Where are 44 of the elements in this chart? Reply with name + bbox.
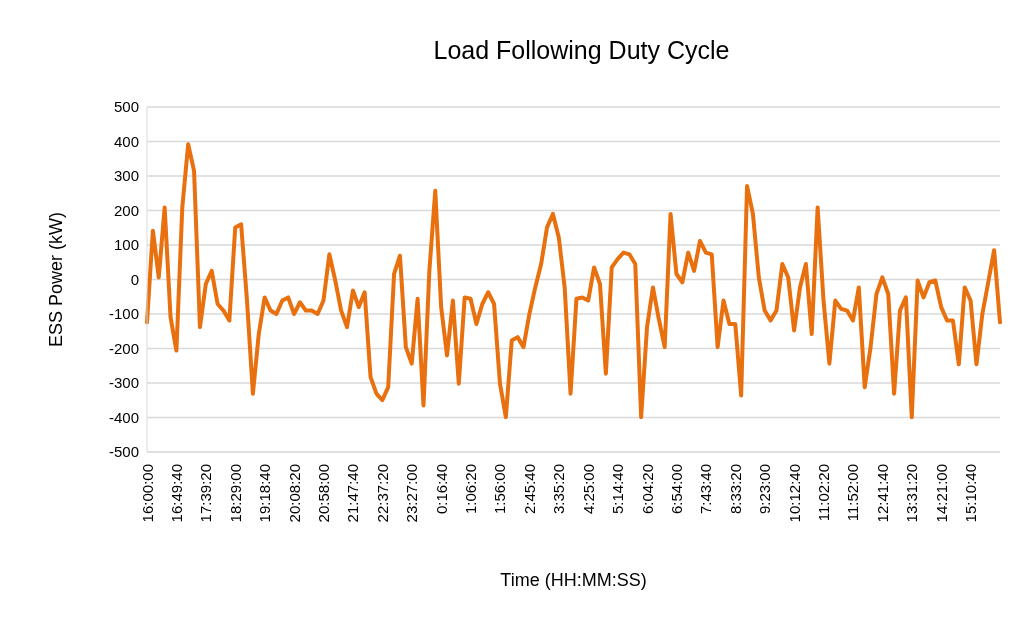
y-tick-label: -300 xyxy=(108,374,139,392)
x-tick-label: 7:43:40 xyxy=(697,464,715,515)
x-tick-label: 3:35:20 xyxy=(550,464,568,515)
x-tick-label: 16:49:40 xyxy=(167,464,185,523)
x-tick-label: 16:00:00 xyxy=(138,464,156,523)
y-tick-label: -500 xyxy=(108,443,139,461)
x-tick-label: 21:47:40 xyxy=(344,464,362,523)
x-tick-label: 20:08:20 xyxy=(285,464,303,523)
x-tick-label: 6:04:20 xyxy=(638,464,656,515)
x-tick-label: 15:10:40 xyxy=(962,464,980,523)
y-tick-label: 0 xyxy=(130,270,139,288)
x-tick-label: 1:56:00 xyxy=(491,464,509,515)
x-axis-title: Time (HH:MM:SS) xyxy=(500,570,647,590)
y-tick-label: 500 xyxy=(113,98,139,116)
y-tick-label: 300 xyxy=(113,167,139,185)
x-tick-label: 8:33:20 xyxy=(726,464,744,515)
x-tick-label: 11:52:00 xyxy=(844,464,862,522)
x-tick-label: 13:31:20 xyxy=(903,464,921,523)
y-tick-label: -400 xyxy=(108,408,139,426)
y-tick-label: 400 xyxy=(113,132,139,150)
x-tick-label: 10:12:40 xyxy=(785,464,803,523)
x-tick-label: 22:37:20 xyxy=(373,464,391,523)
x-tick-label: 0:16:40 xyxy=(432,464,450,515)
x-tick-label: 4:25:00 xyxy=(579,464,597,515)
x-tick-label: 1:06:20 xyxy=(462,464,480,515)
x-tick-label: 20:58:00 xyxy=(314,464,332,523)
x-tick-label: 11:02:20 xyxy=(815,464,833,522)
y-tick-label: -100 xyxy=(108,305,139,323)
x-tick-label: 14:21:00 xyxy=(932,464,950,523)
y-axis-title: ESS Power (kW) xyxy=(46,211,67,348)
x-tick-label: 12:41:40 xyxy=(873,464,891,523)
y-tick-label: -200 xyxy=(108,339,139,357)
line-series xyxy=(145,142,1002,420)
x-tick-label: 19:18:40 xyxy=(256,464,274,523)
x-tick-label: 23:27:00 xyxy=(403,464,421,523)
x-tick-label: 18:29:00 xyxy=(226,464,244,523)
x-tick-label: 17:39:20 xyxy=(197,464,215,523)
y-tick-label: 200 xyxy=(113,201,139,219)
chart-title: Load Following Duty Cycle xyxy=(432,36,731,65)
y-tick-label: 100 xyxy=(113,236,139,254)
x-tick-label: 2:45:40 xyxy=(520,464,538,515)
x-tick-label: 9:23:00 xyxy=(756,464,774,515)
x-tick-label: 6:54:00 xyxy=(667,464,685,515)
x-tick-label: 5:14:40 xyxy=(609,464,627,515)
